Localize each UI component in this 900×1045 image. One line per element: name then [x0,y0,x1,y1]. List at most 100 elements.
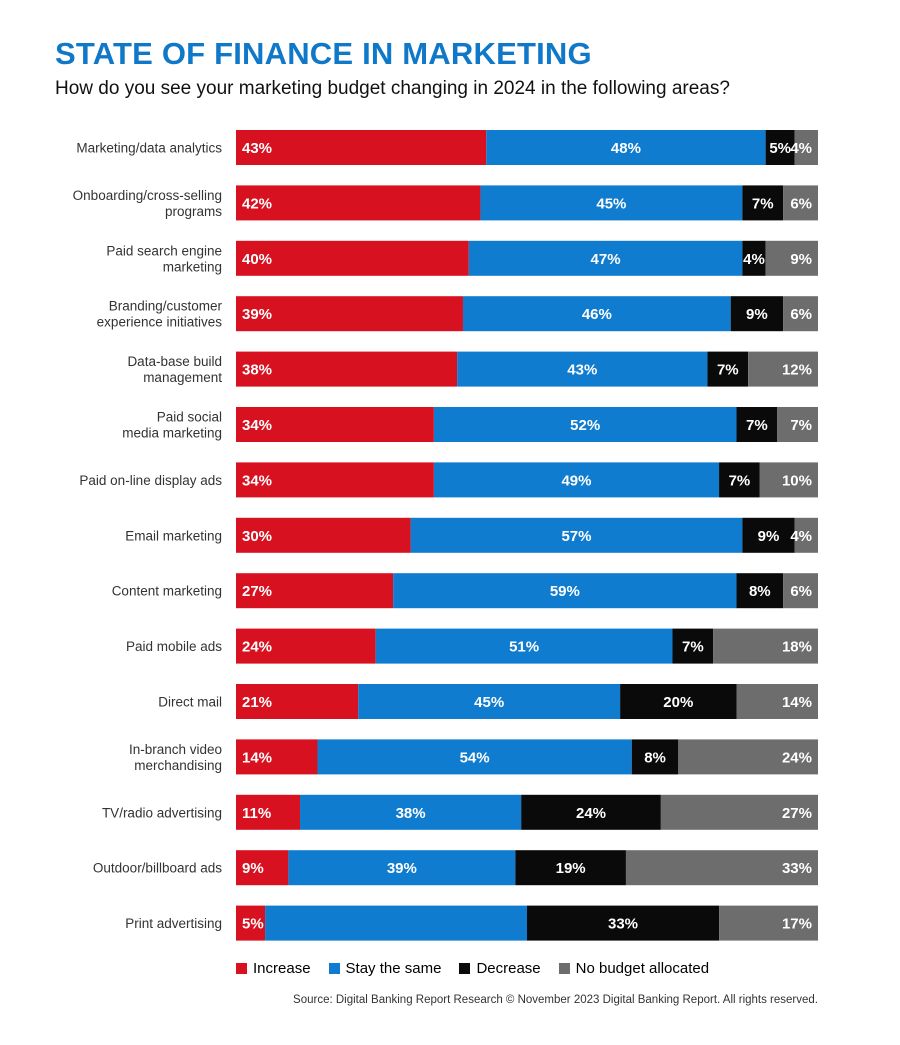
category-label: Paid on-line display ads [79,473,222,488]
bar-segment-no-budget-allocated [794,517,818,553]
data-label-stay-the-same: 46% [582,306,612,323]
data-label-increase: 30% [242,528,272,545]
bar-segment-increase [236,462,434,498]
source-note: Source: Digital Banking Report Research … [293,994,818,1006]
chart-legend: Increase Stay the same Decrease No budge… [236,960,709,977]
data-label-stay-the-same: 45% [596,195,626,212]
bar-segment-no-budget-allocated [660,794,818,830]
data-label-increase: 21% [242,694,272,711]
data-label-no-budget-allocated: 7% [790,417,812,434]
bar-segment-stay-the-same [433,407,737,442]
bar-row: TV/radio advertising 11% 38% 24% 27% [102,794,818,830]
bar-segment-increase [236,739,318,775]
data-label-decrease: 20% [663,694,693,711]
data-label-increase: 27% [242,583,272,600]
bar-segment-no-budget-allocated [736,684,818,719]
category-label: Content marketing [112,584,222,599]
bar-row: Paid social media marketing 34% 52% 7% 7% [122,407,818,442]
bar-row: Outdoor/billboard ads 9% 39% 19% 33% [93,850,818,886]
bar-segment-increase [236,130,487,165]
data-label-decrease: 33% [608,916,638,933]
legend-label-stay-the-same: Stay the same [345,960,442,977]
data-label-decrease: 9% [758,528,780,545]
bar-segment-decrease [742,185,784,221]
bar-row: Paid on-line display ads 34% 49% 7% 10% [79,462,818,498]
data-label-stay-the-same: 38% [396,805,426,822]
category-label: Outdoor/billboard ads [93,861,222,876]
data-label-stay-the-same: 48% [611,140,641,157]
bar-segment-stay-the-same [433,462,720,498]
data-label-no-budget-allocated: 4% [790,528,812,545]
bar-segment-increase [236,407,434,442]
data-label-no-budget-allocated: 17% [782,916,812,933]
legend-item-stay-the-same: Stay the same [328,960,442,977]
category-label: TV/radio advertising [102,805,222,820]
bar-segment-increase [236,684,359,719]
data-label-no-budget-allocated: 9% [790,251,812,268]
bar-segment-decrease [719,462,760,498]
bar-segment-decrease [736,573,784,609]
bar-segment-stay-the-same [358,684,621,719]
data-label-stay-the-same: 49% [561,472,591,489]
bar-segment-stay-the-same [288,850,516,886]
bar-segment-stay-the-same [375,628,673,664]
data-label-stay-the-same: 54% [460,749,490,766]
data-label-increase: 40% [242,251,272,268]
data-label-decrease: 8% [749,583,771,600]
data-label-increase: 9% [242,860,264,877]
bar-segment-increase [236,905,266,941]
legend-label-increase: Increase [253,960,311,977]
data-label-no-budget-allocated: 33% [782,860,812,877]
bar-segment-stay-the-same [317,739,632,775]
data-label-stay-the-same: 59% [550,583,580,600]
data-label-increase: 43% [242,140,272,157]
bar-segment-stay-the-same [486,130,766,165]
category-label: Direct mail [158,695,222,710]
category-label: Branding/customer experience initiatives [97,299,223,330]
category-label: Paid search engine marketing [106,243,222,274]
bar-segment-stay-the-same [300,794,522,830]
data-label-no-budget-allocated: 12% [782,362,812,379]
bar-row: Print advertising 5% 33% 17% [125,905,818,941]
bar-segment-decrease [620,684,737,719]
bar-segment-decrease [515,850,626,886]
bar-segment-increase [236,573,394,609]
data-label-no-budget-allocated: 10% [782,472,812,489]
bar-row: Content marketing 27% 59% 8% 6% [112,573,818,609]
bar-row: Direct mail 21% 45% 20% 14% [158,684,818,719]
chart-subtitle: How do you see your marketing budget cha… [55,78,730,99]
bar-row: Paid mobile ads 24% 51% 7% 18% [126,628,818,664]
legend-swatch-decrease [459,963,471,974]
data-label-increase: 39% [242,306,272,323]
data-label-no-budget-allocated: 27% [782,805,812,822]
bar-segment-stay-the-same [265,905,527,941]
legend-label-decrease: Decrease [476,960,541,977]
bar-segment-increase [236,185,481,221]
bar-segment-stay-the-same [457,351,708,387]
data-label-increase: 38% [242,362,272,379]
bar-segment-increase [236,794,301,830]
category-label: Onboarding/cross-selling programs [73,188,223,219]
data-label-decrease: 4% [743,251,765,268]
category-label: Data-base build management [127,354,222,385]
bar-row: Data-base build management 38% 43% 7% 12% [127,351,818,387]
bar-row: Paid search engine marketing 40% 47% 4% 9% [106,240,818,276]
bar-row: Email marketing 30% 57% 9% 4% [125,517,818,553]
bar-segment-decrease [631,739,679,775]
bar-row: Branding/customer experience initiatives 3… [97,296,818,332]
bar-segment-no-budget-allocated [783,185,818,221]
bar-segment-increase [236,296,463,332]
data-label-decrease: 24% [576,805,606,822]
bar-segment-no-budget-allocated [719,905,818,941]
data-label-increase: 5% [242,916,264,933]
bar-segment-stay-the-same [393,573,737,609]
data-label-stay-the-same: 43% [567,362,597,379]
bar-row: In-branch video merchandising 14% 54% 8% 24% [129,739,818,775]
bar-segment-decrease [707,351,749,387]
data-label-stay-the-same: 39% [387,860,417,877]
data-label-no-budget-allocated: 14% [782,694,812,711]
legend-item-no-budget-allocated: No budget allocated [558,960,709,977]
bar-segment-decrease [742,517,795,553]
bar-segment-no-budget-allocated [794,130,818,165]
